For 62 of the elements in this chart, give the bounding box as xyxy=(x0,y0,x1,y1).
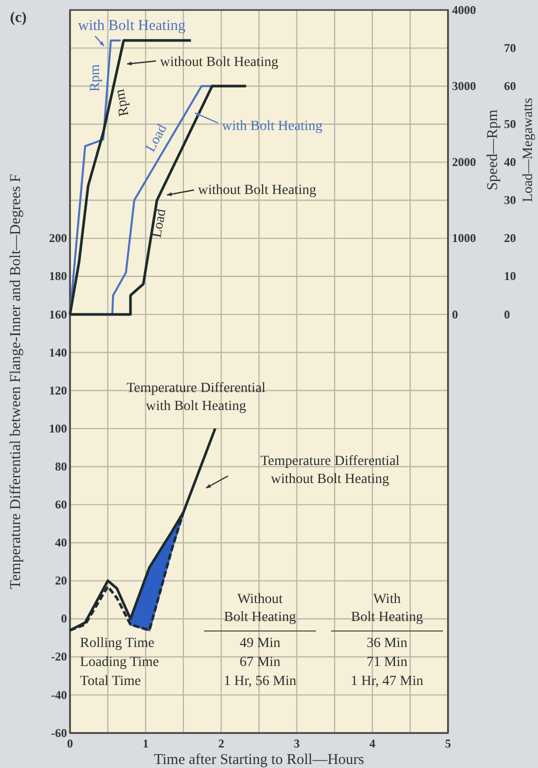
annotation: Bolt Heating xyxy=(351,610,423,625)
y-tick-label: 120 xyxy=(49,383,67,398)
annotation: without Bolt Heating xyxy=(198,183,316,198)
annotation: Temperature Differential xyxy=(126,381,266,396)
y-tick-label: 180 xyxy=(49,269,67,284)
y-tick-label: 40 xyxy=(55,536,67,550)
annotation: without Bolt Heating xyxy=(160,55,278,70)
annotation: Load xyxy=(150,208,170,239)
annotation: 71 Min xyxy=(366,655,408,670)
x-tick-label: 1 xyxy=(142,736,149,751)
y2-tick-label: 4000 xyxy=(452,2,476,17)
y-tick-label: -40 xyxy=(51,688,67,702)
chart-title: (c) xyxy=(10,10,27,26)
y3-tick-label: 10 xyxy=(504,269,516,284)
x-axis-title: Time after Starting to Roll—Hours xyxy=(154,752,364,768)
annotation: 49 Min xyxy=(240,636,280,651)
annotation: Loading Time xyxy=(80,655,159,670)
y3-tick-label: 40 xyxy=(504,155,516,170)
y3-tick-label: 70 xyxy=(504,40,516,55)
y3-tick-label: 20 xyxy=(504,231,516,246)
y3-tick-label: 50 xyxy=(504,117,516,131)
y3-tick-label: 60 xyxy=(504,78,516,93)
annotation: with Bolt Heating xyxy=(146,399,246,414)
annotation: Rpm xyxy=(88,64,103,92)
y2-tick-label: 1000 xyxy=(452,231,476,246)
annotation: 1 Hr, 47 Min xyxy=(350,674,424,689)
x-tick-label: 5 xyxy=(445,736,451,751)
x-tick-label: 3 xyxy=(294,736,300,751)
y-tick-label: -60 xyxy=(51,726,67,740)
y2-tick-label: 3000 xyxy=(452,78,476,93)
x-tick-label: 2 xyxy=(218,736,224,751)
annotation: 67 Min xyxy=(240,655,280,670)
y-tick-label: 60 xyxy=(55,498,67,512)
y-tick-label: 0 xyxy=(61,612,67,626)
annotation: Total Time xyxy=(80,674,141,689)
y-tick-label: 100 xyxy=(49,421,67,436)
annotation: 36 Min xyxy=(366,636,408,651)
annotation: Temperature Differential xyxy=(260,454,400,469)
annotation: with Bolt Heating xyxy=(78,18,186,34)
y2-tick-label: 2000 xyxy=(452,155,476,170)
x-tick-label: 4 xyxy=(369,736,376,751)
annotation: Rpm xyxy=(112,88,132,118)
y-tick-label: -20 xyxy=(51,650,67,664)
annotation: Rolling Time xyxy=(80,636,154,651)
y3-tick-label: 30 xyxy=(504,193,516,208)
y-tick-label: 200 xyxy=(49,231,67,246)
y3-tick-label: 0 xyxy=(504,307,510,322)
y-axis-title: Temperature Differential between Flange-Inner and Bolt—Degrees F xyxy=(8,174,24,590)
annotation: with Bolt Heating xyxy=(222,119,322,134)
annotation: 1 Hr, 56 Min xyxy=(224,674,296,689)
y-tick-label: 160 xyxy=(49,307,67,322)
annotation: without Bolt Heating xyxy=(270,472,390,487)
y3-axis-title: Load—Megawatts xyxy=(521,98,536,202)
y-tick-label: 80 xyxy=(55,459,67,474)
annotation: Without xyxy=(237,592,283,607)
y-tick-label: 20 xyxy=(55,574,67,588)
annotation: With xyxy=(373,592,401,607)
y-tick-label: 140 xyxy=(49,345,67,360)
annotation: Bolt Heating xyxy=(224,610,296,625)
y2-tick-label: 0 xyxy=(452,307,458,322)
y2-axis-title: Speed—Rpm xyxy=(485,109,501,190)
annotation: Load xyxy=(144,122,170,155)
